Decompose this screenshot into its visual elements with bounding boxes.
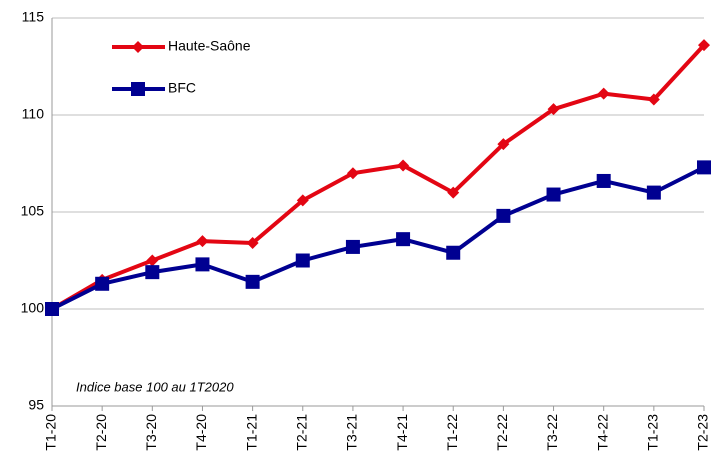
marker [195, 257, 210, 272]
marker [697, 160, 711, 175]
x-tick-label: T1-23 [645, 414, 661, 451]
marker [346, 167, 359, 180]
x-tick-label: T4-20 [193, 414, 209, 451]
marker [196, 235, 209, 248]
legend-label: BFC [168, 80, 196, 96]
marker [447, 186, 460, 199]
marker [547, 103, 560, 116]
marker [597, 87, 610, 100]
marker [497, 138, 510, 151]
x-tick-label: T2-22 [494, 414, 510, 451]
marker [698, 39, 710, 52]
y-tick-label: 100 [21, 300, 45, 316]
marker [345, 239, 360, 254]
legend-marker [132, 41, 144, 53]
marker [546, 187, 561, 202]
marker [295, 253, 310, 268]
marker [296, 194, 309, 207]
x-tick-label: T3-20 [143, 414, 159, 451]
x-tick-label: T4-22 [594, 414, 610, 451]
marker [146, 254, 159, 267]
x-tick-label: T3-22 [544, 414, 560, 451]
y-tick-label: 115 [22, 9, 45, 25]
series-line [51, 165, 705, 311]
y-tick-label: 95 [28, 397, 44, 413]
marker [397, 159, 410, 172]
marker [245, 274, 260, 289]
x-tick-label: T1-22 [444, 414, 460, 451]
x-tick-label: T2-20 [93, 414, 109, 451]
marker [596, 173, 611, 188]
x-tick-label: T1-21 [243, 414, 259, 451]
marker [646, 185, 661, 200]
marker [246, 237, 259, 250]
marker [95, 276, 110, 291]
marker [396, 232, 411, 247]
marker [446, 245, 461, 260]
legend-label: Haute-Saône [168, 38, 251, 54]
x-tick-label: T1-20 [43, 414, 59, 451]
legend-marker [131, 82, 145, 96]
series-line [50, 43, 706, 311]
x-tick-label: T2-21 [293, 414, 309, 451]
y-tick-label: 110 [22, 106, 45, 122]
x-tick-label: T4-21 [394, 414, 410, 451]
x-tick-label: T3-21 [344, 414, 360, 451]
annotation: Indice base 100 au 1T2020 [76, 379, 234, 394]
marker [647, 93, 660, 106]
marker [145, 265, 160, 280]
marker [496, 208, 511, 223]
y-tick-label: 105 [21, 203, 45, 219]
marker [45, 302, 59, 316]
x-tick-label: T2-23 [695, 414, 711, 451]
